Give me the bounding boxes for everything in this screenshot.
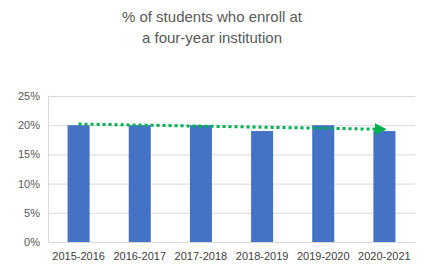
bar: [129, 125, 151, 242]
x-tick: 2018-2019: [236, 242, 289, 262]
x-tick-label: 2017-2018: [175, 250, 228, 262]
x-tick: 2016-2017: [113, 242, 166, 262]
y-tick-label: 20%: [18, 119, 40, 131]
x-axis: 2015-2016 2016-2017 2017-2018 2018-2019 2019…: [49, 242, 416, 262]
trend-line: [79, 124, 385, 129]
y-tick: 25%: [18, 90, 415, 102]
y-tick-label: 5%: [24, 207, 40, 219]
title-line: a four-year institution: [142, 29, 282, 46]
bar: [251, 131, 273, 242]
grid-line: [48, 96, 415, 97]
grid-line: [48, 213, 415, 214]
title: % of students who enroll at a four-year i…: [122, 8, 303, 46]
plot-area: [68, 124, 396, 242]
x-tick-label: 2020-2021: [358, 250, 411, 262]
y-tick-label: 25%: [18, 90, 40, 102]
y-tick-label: 15%: [18, 148, 40, 160]
grid-line: [48, 184, 415, 185]
bar: [190, 125, 212, 242]
x-tick-label: 2018-2019: [236, 250, 289, 262]
y-axis-line: [49, 97, 416, 243]
x-tick-label: 2016-2017: [113, 250, 166, 262]
y-axis: 0% 5% 10% 15% 20% 25%: [18, 90, 415, 248]
x-tick: 2020-2021: [358, 242, 411, 262]
bar: [312, 125, 334, 242]
x-tick-label: 2015-2016: [52, 250, 105, 262]
grid-line: [48, 154, 415, 155]
bar: [68, 125, 90, 242]
grid-line: [48, 242, 415, 243]
chart: % of students who enroll at a four-year i…: [0, 0, 424, 270]
y-tick-label: 10%: [18, 178, 40, 190]
x-tick: 2017-2018: [175, 242, 228, 262]
x-tick: 2019-2020: [297, 242, 350, 262]
y-tick-label: 0%: [24, 236, 40, 248]
bar: [373, 131, 395, 242]
x-tick: 2015-2016: [52, 242, 105, 262]
x-tick-label: 2019-2020: [297, 250, 350, 262]
x-axis-line: [49, 242, 416, 243]
title-line: % of students who enroll at: [122, 8, 303, 25]
